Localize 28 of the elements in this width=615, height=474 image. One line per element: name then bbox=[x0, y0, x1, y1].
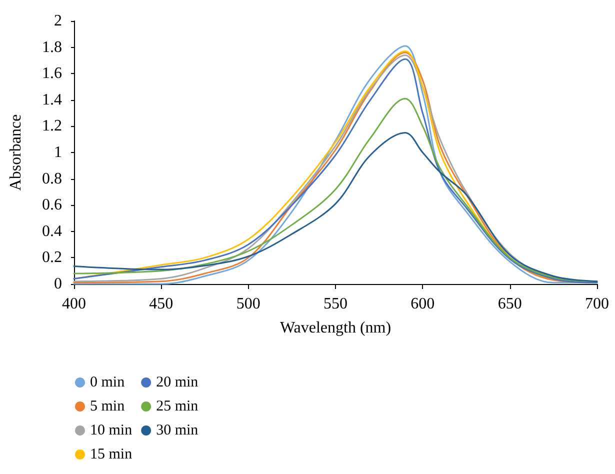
x-tick-label: 700 bbox=[585, 296, 609, 312]
legend-label: 15 min bbox=[90, 446, 133, 462]
y-tick-label: 1.8 bbox=[42, 38, 62, 56]
legend-label: 20 min bbox=[156, 374, 199, 390]
x-tick-label: 650 bbox=[498, 296, 522, 312]
y-tick-label: 0.2 bbox=[42, 249, 62, 266]
x-tick-label: 550 bbox=[324, 296, 348, 312]
x-tick-label: 600 bbox=[410, 296, 435, 312]
y-tick-label: 0.6 bbox=[42, 196, 62, 214]
x-tick-label: 450 bbox=[149, 296, 174, 312]
x-axis-title: Wavelength (nm) bbox=[280, 320, 392, 336]
legend-label: 10 min bbox=[90, 422, 133, 438]
y-tick-label: 0 bbox=[54, 276, 62, 292]
legend-label: 30 min bbox=[156, 422, 199, 438]
y-tick-label: 1.4 bbox=[42, 91, 62, 108]
y-tick-label: 2 bbox=[54, 12, 62, 30]
y-tick-label: 1.6 bbox=[42, 65, 62, 82]
line-series bbox=[73, 132, 598, 282]
legend-label: 5 min bbox=[90, 398, 126, 414]
y-tick-label: 1.2 bbox=[42, 118, 62, 135]
y-tick-label: 1 bbox=[54, 144, 62, 161]
x-tick-label: 500 bbox=[236, 296, 260, 312]
y-axis-title: Absorbance bbox=[8, 114, 24, 191]
x-tick-label: 400 bbox=[62, 296, 86, 312]
legend-label: 0 min bbox=[90, 374, 126, 390]
legend-label: 25 min bbox=[156, 398, 199, 414]
y-tick-label: 0.4 bbox=[42, 222, 62, 240]
y-tick-label: 0.8 bbox=[42, 170, 62, 188]
